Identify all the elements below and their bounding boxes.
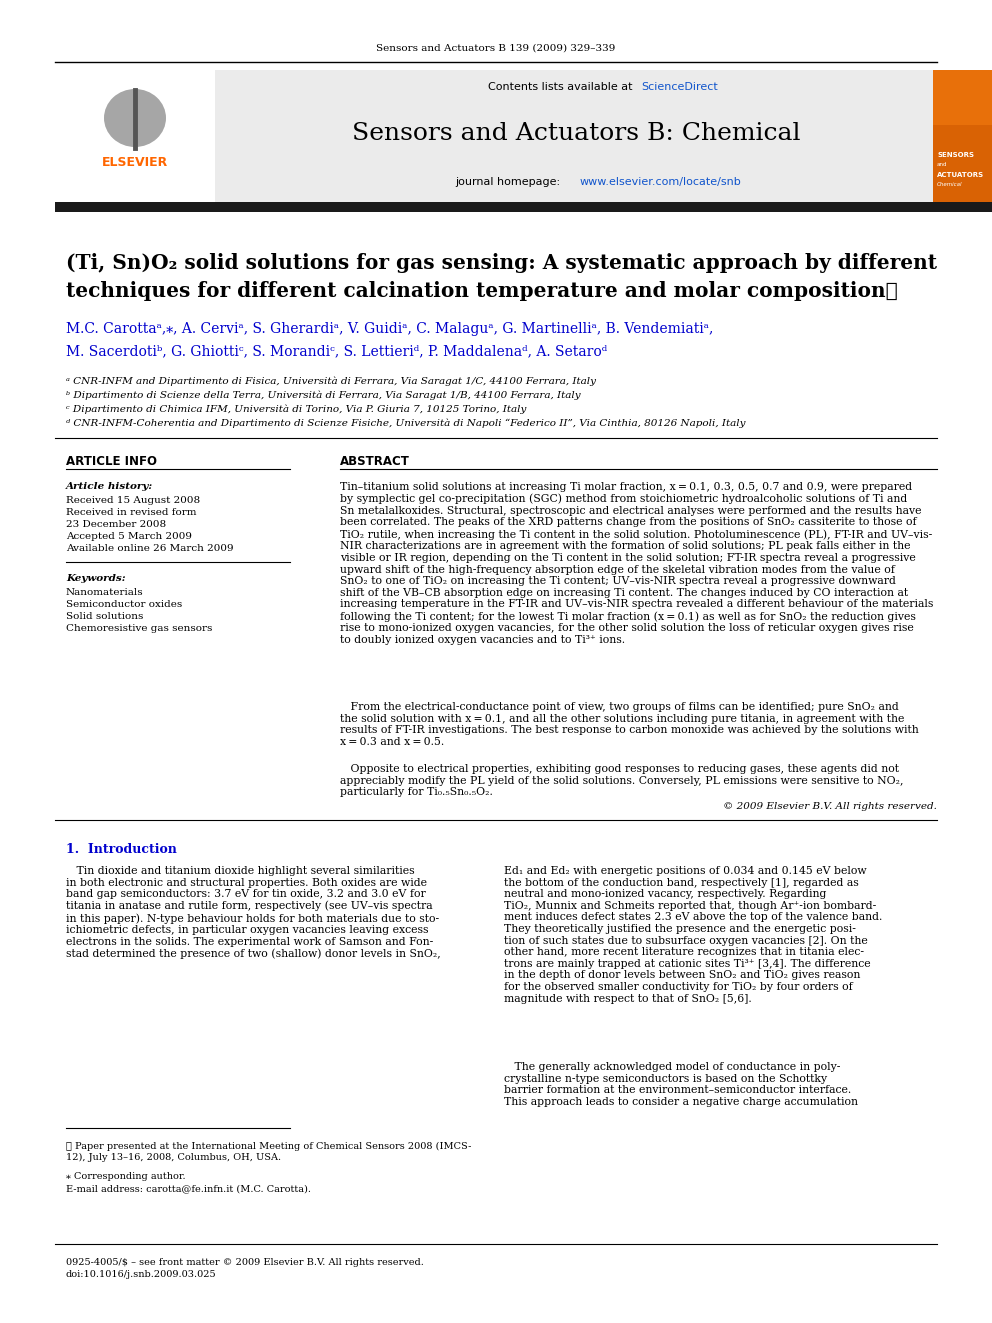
- Text: Ed₁ and Ed₂ with energetic positions of 0.034 and 0.145 eV below
the bottom of t: Ed₁ and Ed₂ with energetic positions of …: [504, 867, 882, 1004]
- Text: 0925-4005/$ – see front matter © 2009 Elsevier B.V. All rights reserved.: 0925-4005/$ – see front matter © 2009 El…: [66, 1258, 424, 1267]
- Text: Tin dioxide and titanium dioxide highlight several similarities
in both electron: Tin dioxide and titanium dioxide highlig…: [66, 867, 440, 959]
- Bar: [933, 70, 992, 205]
- Text: SENSORS: SENSORS: [937, 152, 974, 157]
- Text: ☆ Paper presented at the International Meeting of Chemical Sensors 2008 (IMCS-
1: ☆ Paper presented at the International M…: [66, 1142, 471, 1162]
- Ellipse shape: [104, 89, 166, 147]
- Text: Accepted 5 March 2009: Accepted 5 March 2009: [66, 532, 192, 541]
- Text: 23 December 2008: 23 December 2008: [66, 520, 166, 529]
- Text: ARTICLE INFO: ARTICLE INFO: [66, 455, 157, 468]
- Text: M. Sacerdotiᵇ, G. Ghiottiᶜ, S. Morandiᶜ, S. Lettieriᵈ, P. Maddalenaᵈ, A. Setaroᵈ: M. Sacerdotiᵇ, G. Ghiottiᶜ, S. Morandiᶜ,…: [66, 344, 607, 359]
- Text: ⁎ Corresponding author.: ⁎ Corresponding author.: [66, 1172, 186, 1181]
- Text: ABSTRACT: ABSTRACT: [340, 455, 410, 468]
- Text: ᵈ CNR-INFM-Coherentia and Dipartimento di Scienze Fisiche, Università di Napoli : ᵈ CNR-INFM-Coherentia and Dipartimento d…: [66, 418, 746, 427]
- Bar: [55, 202, 992, 212]
- Bar: [215, 70, 933, 205]
- Text: Contents lists available at: Contents lists available at: [488, 82, 636, 93]
- Text: Semiconductor oxides: Semiconductor oxides: [66, 601, 183, 609]
- Text: Received 15 August 2008: Received 15 August 2008: [66, 496, 200, 505]
- Text: Solid solutions: Solid solutions: [66, 613, 144, 620]
- Text: www.elsevier.com/locate/snb: www.elsevier.com/locate/snb: [579, 177, 741, 187]
- Text: Tin–titanium solid solutions at increasing Ti molar fraction, x = 0.1, 0.3, 0.5,: Tin–titanium solid solutions at increasi…: [340, 482, 933, 644]
- Text: ScienceDirect: ScienceDirect: [642, 82, 718, 93]
- Text: ᵃ CNR-INFM and Dipartimento di Fisica, Università di Ferrara, Via Saragat 1/C, 4: ᵃ CNR-INFM and Dipartimento di Fisica, U…: [66, 376, 596, 385]
- Text: The generally acknowledged model of conductance in poly-
crystalline n-type semi: The generally acknowledged model of cond…: [504, 1062, 858, 1107]
- Text: © 2009 Elsevier B.V. All rights reserved.: © 2009 Elsevier B.V. All rights reserved…: [723, 802, 937, 811]
- Text: 1.  Introduction: 1. Introduction: [66, 843, 177, 856]
- Text: Article history:: Article history:: [66, 482, 153, 491]
- Text: Chemical: Chemical: [937, 183, 962, 188]
- Text: E-mail address: carotta@fe.infn.it (M.C. Carotta).: E-mail address: carotta@fe.infn.it (M.C.…: [66, 1184, 311, 1193]
- Text: Sensors and Actuators B: Chemical: Sensors and Actuators B: Chemical: [352, 122, 801, 144]
- Text: ᶜ Dipartimento di Chimica IFM, Università di Torino, Via P. Giuria 7, 10125 Tori: ᶜ Dipartimento di Chimica IFM, Universit…: [66, 404, 527, 414]
- Text: Received in revised form: Received in revised form: [66, 508, 196, 517]
- Text: ELSEVIER: ELSEVIER: [102, 156, 168, 168]
- Text: doi:10.1016/j.snb.2009.03.025: doi:10.1016/j.snb.2009.03.025: [66, 1270, 216, 1279]
- Text: Opposite to electrical properties, exhibiting good responses to reducing gases, : Opposite to electrical properties, exhib…: [340, 763, 904, 798]
- Bar: [55, 70, 215, 205]
- Text: Chemoresistive gas sensors: Chemoresistive gas sensors: [66, 624, 212, 632]
- Bar: [933, 124, 992, 205]
- Text: and: and: [937, 163, 947, 168]
- Text: Sensors and Actuators B 139 (2009) 329–339: Sensors and Actuators B 139 (2009) 329–3…: [376, 44, 616, 53]
- Text: techniques for different calcination temperature and molar composition☆: techniques for different calcination tem…: [66, 280, 898, 302]
- Text: M.C. Carottaᵃ,⁎, A. Cerviᵃ, S. Gherardiᵃ, V. Guidiᵃ, C. Malaguᵃ, G. Martinelliᵃ,: M.C. Carottaᵃ,⁎, A. Cerviᵃ, S. Gherardiᵃ…: [66, 321, 713, 336]
- Text: journal homepage:: journal homepage:: [455, 177, 563, 187]
- Text: Keywords:: Keywords:: [66, 574, 126, 583]
- Text: ACTUATORS: ACTUATORS: [937, 172, 984, 179]
- Text: From the electrical-conductance point of view, two groups of films can be identi: From the electrical-conductance point of…: [340, 703, 919, 746]
- Text: Available online 26 March 2009: Available online 26 March 2009: [66, 544, 234, 553]
- Text: (Ti, Sn)O₂ solid solutions for gas sensing: A systematic approach by different: (Ti, Sn)O₂ solid solutions for gas sensi…: [66, 253, 937, 273]
- Text: ᵇ Dipartimento di Scienze della Terra, Università di Ferrara, Via Saragat 1/B, 4: ᵇ Dipartimento di Scienze della Terra, U…: [66, 390, 580, 400]
- Text: Nanomaterials: Nanomaterials: [66, 587, 144, 597]
